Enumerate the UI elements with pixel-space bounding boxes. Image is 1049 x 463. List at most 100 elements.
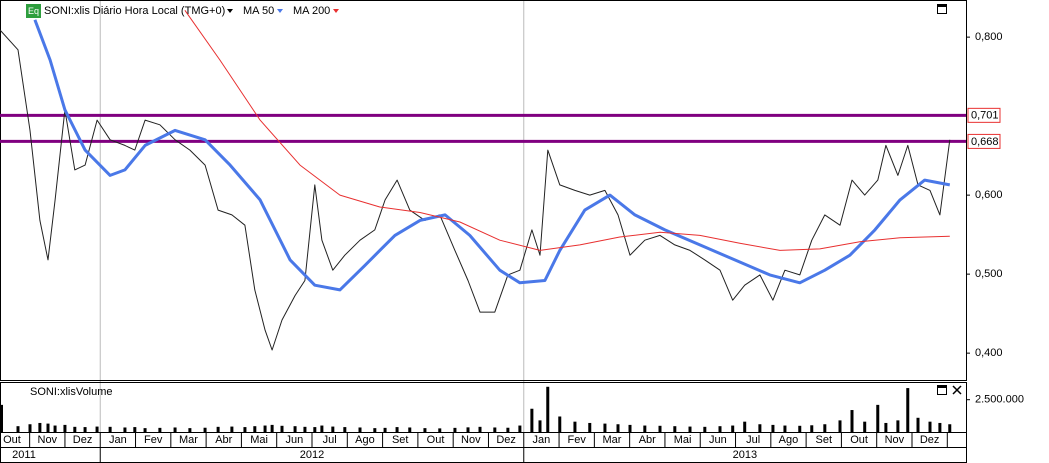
x-tick-label: Jan xyxy=(533,434,551,446)
dropdown-arrow[interactable] xyxy=(333,9,339,13)
volume-bar xyxy=(358,427,362,432)
volume-bar xyxy=(538,420,542,432)
plot-area xyxy=(99,0,525,432)
volume-bar xyxy=(863,421,867,432)
volume-bar xyxy=(270,424,274,432)
volume-bar xyxy=(506,427,510,432)
x-tick-label: Abr xyxy=(639,434,656,446)
x-tick-label: Out xyxy=(427,434,445,446)
dropdown-arrow[interactable] xyxy=(277,9,283,13)
moving-average xyxy=(184,10,950,251)
volume-bar xyxy=(280,425,284,432)
close-button[interactable] xyxy=(952,385,962,395)
volume-bar xyxy=(731,425,735,432)
volume-bar xyxy=(188,428,192,432)
x-tick-label: Nov xyxy=(885,434,905,446)
volume-bar xyxy=(743,421,747,432)
volume-bar xyxy=(395,427,399,432)
volume-bar xyxy=(16,426,20,432)
x-tick-label: Nov xyxy=(461,434,481,446)
volume-bar xyxy=(758,424,762,432)
x-tick-label: Dez xyxy=(73,434,93,446)
level-label: 0,701 xyxy=(971,110,999,122)
volume-bar xyxy=(616,424,620,432)
x-tick-label: Out xyxy=(3,434,21,446)
maximize-button[interactable] xyxy=(937,4,947,14)
volume-bar xyxy=(588,422,592,432)
volume-bar xyxy=(823,424,827,432)
x-tick-label: Fev xyxy=(144,434,163,446)
volume-bar xyxy=(546,386,550,432)
volume-bar xyxy=(916,417,920,432)
volume-bar xyxy=(438,428,442,432)
x-tick-label: Out xyxy=(850,434,868,446)
x-tick-label: Dez xyxy=(920,434,940,446)
badge-text: Eq xyxy=(28,6,39,16)
x-tick-label: Jul xyxy=(323,434,337,446)
volume-bar xyxy=(518,425,522,432)
volume-bar xyxy=(383,427,387,432)
x-tick-label: Set xyxy=(816,434,833,446)
x-tick-label: Set xyxy=(392,434,409,446)
year-label: 2013 xyxy=(733,449,757,461)
volume-bar xyxy=(158,427,162,432)
x-tick-label: Jun xyxy=(285,434,303,446)
x-tick-label: Mar xyxy=(603,434,622,446)
x-tick-label: Fev xyxy=(568,434,587,446)
volume-bar xyxy=(850,410,854,432)
volume-bar xyxy=(928,421,932,432)
x-tick-label: Jun xyxy=(709,434,727,446)
x-tick-label: Dez xyxy=(496,434,516,446)
volume-bar xyxy=(810,425,814,432)
volume-bar xyxy=(331,426,335,432)
level-label-box xyxy=(967,107,1001,123)
volume-bar xyxy=(718,426,722,432)
volume-bar xyxy=(303,426,307,432)
volume-bar xyxy=(230,426,234,432)
volume-bar xyxy=(216,426,220,432)
year-label: 2011 xyxy=(12,449,36,461)
volume-bar xyxy=(46,423,50,432)
x-tick-label: Mai xyxy=(250,434,268,446)
x-tick-label: Jul xyxy=(746,434,760,446)
volume-bar xyxy=(603,423,607,432)
volume-bar xyxy=(643,425,647,432)
level-label: 0,668 xyxy=(971,136,999,148)
price-panel-border xyxy=(0,0,967,381)
volume-bar xyxy=(938,422,942,432)
volume-bar xyxy=(466,427,470,432)
volume-bar xyxy=(408,427,412,432)
y-tick-label: 0,600 xyxy=(975,189,1003,201)
maximize-button[interactable] xyxy=(937,385,947,395)
volume-bar xyxy=(530,408,534,432)
volume-bar xyxy=(123,427,127,432)
volume-bar xyxy=(838,420,842,432)
volume-bar xyxy=(876,404,880,432)
volume-bar xyxy=(771,424,775,432)
volume-bar xyxy=(423,428,427,432)
volume-bar xyxy=(783,425,787,432)
volume-bar xyxy=(143,428,147,432)
volume-bar xyxy=(884,422,888,432)
volume-bar xyxy=(373,428,377,432)
volume-bar xyxy=(95,426,99,432)
volume-bar xyxy=(343,427,347,432)
y-tick-label: 2.500.000 xyxy=(975,394,1024,406)
volume-bar xyxy=(493,427,497,432)
volume-bar xyxy=(320,425,324,432)
volume-bar xyxy=(703,426,707,432)
volume-bar xyxy=(906,388,910,432)
x-tick-label: Ago xyxy=(355,434,375,446)
volume-title: SONI:xlisVolume xyxy=(30,386,113,398)
year-label: 2012 xyxy=(300,449,324,461)
legend-ma50[interactable]: MA 50 xyxy=(243,5,274,17)
volume-bar xyxy=(558,416,562,432)
y-tick-label: 0,800 xyxy=(975,31,1003,43)
volume-bar xyxy=(173,427,177,432)
volume-bar xyxy=(108,426,112,432)
dropdown-arrow[interactable] xyxy=(227,9,233,13)
legend-ma200[interactable]: MA 200 xyxy=(293,5,330,17)
x-tick-label: Abr xyxy=(215,434,232,446)
volume-bar xyxy=(628,424,632,432)
volume-bar xyxy=(83,427,87,432)
